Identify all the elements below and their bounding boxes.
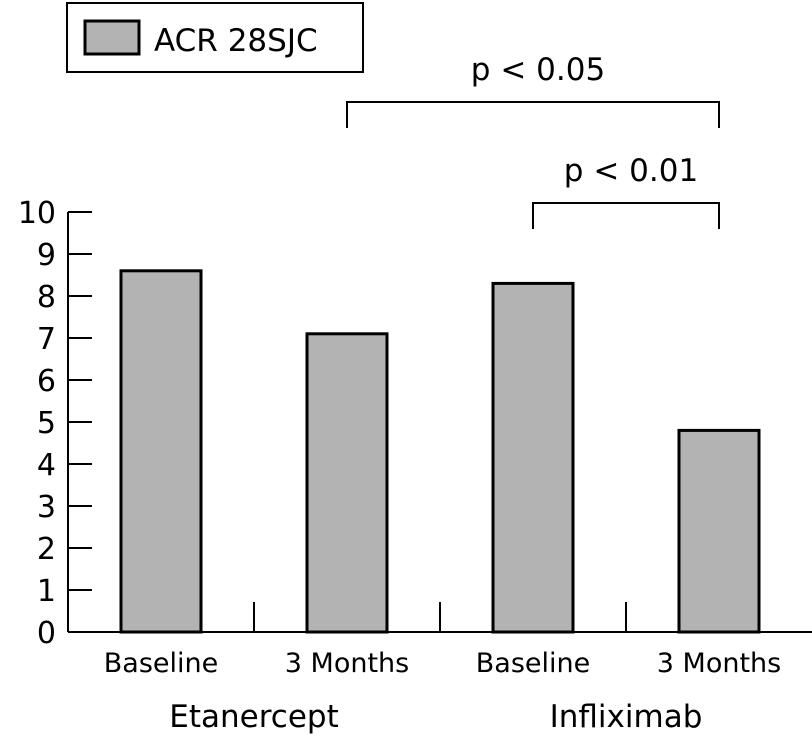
significance-bracket	[532, 202, 720, 229]
y-tick-label: 6	[37, 364, 56, 399]
y-tick-label: 5	[37, 406, 56, 441]
y-tick-label: 9	[37, 238, 56, 273]
legend-label: ACR 28SJC	[154, 23, 318, 59]
category-labels: Baseline 3 Months Baseline 3 Months Etanerce…	[104, 648, 781, 735]
legend: ACR 28SJC	[66, 2, 364, 73]
bar	[119, 269, 203, 634]
bar	[491, 281, 575, 634]
bars	[119, 269, 761, 634]
p-value-label: p < 0.05	[471, 52, 605, 88]
y-tick-label: 0	[37, 616, 56, 651]
group-label: Etanercept	[169, 699, 338, 735]
p-value-label: p < 0.01	[564, 153, 698, 189]
legend-swatch	[83, 19, 141, 56]
bar	[305, 332, 389, 634]
y-tick-label: 3	[37, 490, 56, 525]
x-tick-label: Baseline	[476, 648, 590, 679]
y-tick-label: 1	[37, 574, 56, 609]
group-label: Infliximab	[550, 699, 703, 735]
y-tick-label: 7	[37, 322, 56, 357]
significance-annotations: p < 0.05 p < 0.01	[346, 52, 720, 229]
y-tick-label: 10	[18, 196, 56, 231]
y-tick-label: 4	[37, 448, 56, 483]
x-tick-label: 3 Months	[657, 648, 781, 679]
y-tick-label: 2	[37, 532, 56, 567]
bar	[677, 428, 761, 634]
significance-bracket	[346, 101, 720, 128]
y-tick-label: 8	[37, 280, 56, 315]
x-tick-label: 3 Months	[285, 648, 409, 679]
x-tick-label: Baseline	[104, 648, 218, 679]
